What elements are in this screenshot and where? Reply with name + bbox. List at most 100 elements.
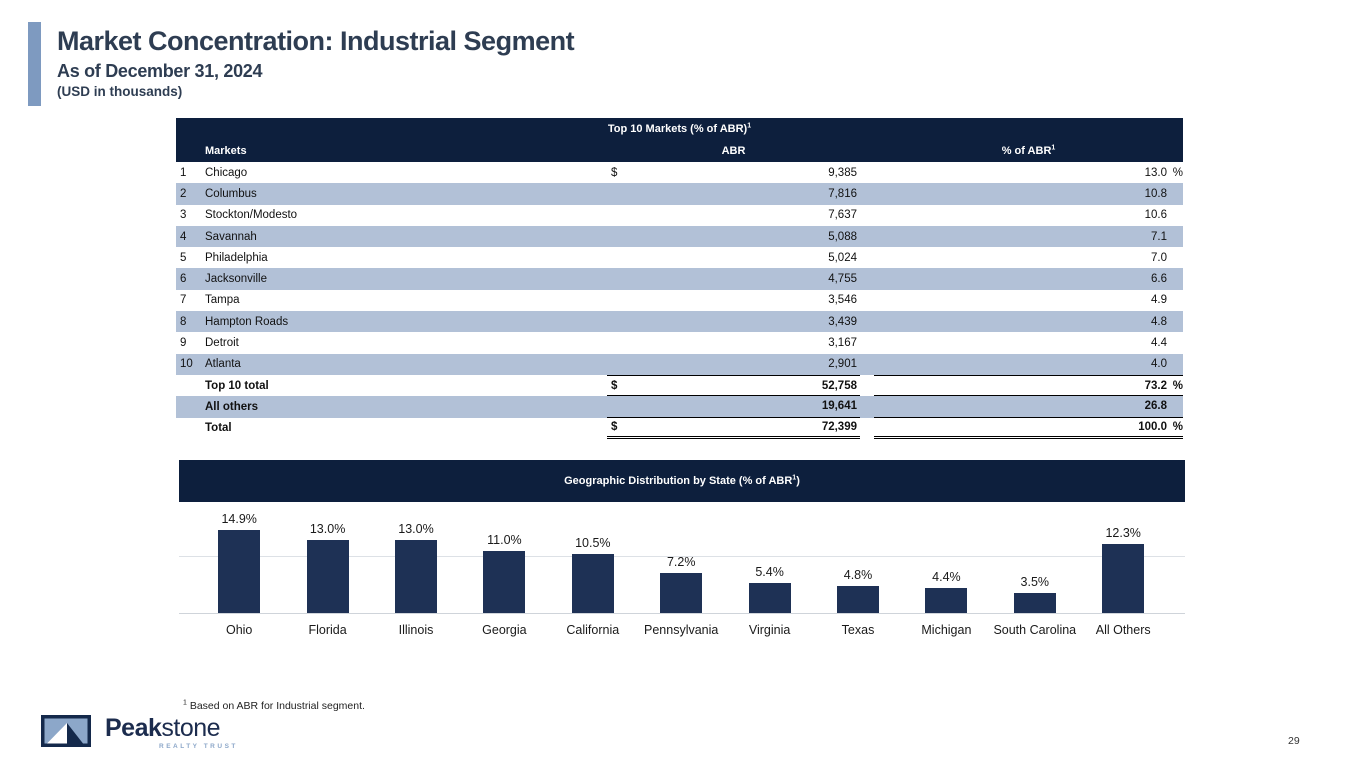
- abr-cell: 3,439: [607, 311, 860, 332]
- abr-cell: 4,755: [607, 268, 860, 289]
- abr-cell: $9,385: [607, 162, 860, 183]
- market-cell: Philadelphia: [205, 251, 268, 264]
- abr-cell: $72,399: [607, 418, 860, 439]
- table-row: 9 Detroit 3,167 4.4: [176, 332, 1183, 353]
- chart-category-axis: Ohio Florida Illinois Georgia California Penn…: [179, 614, 1185, 658]
- bar: [395, 540, 437, 613]
- footnote-superscript: 1: [183, 699, 187, 707]
- rank-cell: [176, 418, 205, 439]
- bar-value-label: 5.4%: [755, 564, 784, 579]
- pct-value: 7.0: [1151, 251, 1167, 264]
- pct-value: 100.0: [1138, 420, 1167, 433]
- pct-cell: 10.6: [874, 205, 1183, 226]
- bar: [483, 551, 526, 613]
- market-cell: Savannah: [205, 230, 257, 243]
- abr-value: 7,816: [828, 187, 857, 200]
- market-cell: Top 10 total: [205, 379, 269, 392]
- market-cell: Total: [205, 422, 232, 435]
- bar: [837, 586, 879, 613]
- pct-cell: 4.0: [874, 354, 1183, 375]
- abr-value: 5,088: [828, 230, 857, 243]
- pct-cell: 73.2%: [874, 374, 1183, 397]
- bar: [218, 529, 261, 613]
- bar-category-label: Ohio: [225, 623, 253, 637]
- column-gap: [860, 268, 874, 289]
- pct-value: 6.6: [1151, 273, 1167, 286]
- bar-category-label: South Carolina: [993, 623, 1077, 637]
- column-gap: [860, 311, 874, 332]
- abr-cell: 5,088: [607, 226, 860, 247]
- bar: [748, 582, 791, 613]
- rank-cell: 9: [180, 337, 187, 350]
- pct-suffix: %: [1172, 379, 1183, 392]
- bar: [571, 554, 614, 613]
- bar-value-label: 14.9%: [221, 511, 257, 526]
- pct-abr-column-header: % of ABR1: [1001, 144, 1056, 157]
- markets-column-header: Markets: [205, 145, 247, 157]
- table-title-superscript: 1: [747, 122, 752, 130]
- column-gap: [860, 226, 874, 247]
- pct-cell: 100.0%: [874, 418, 1183, 439]
- table-row: 7 Tampa 3,546 4.9: [176, 290, 1183, 311]
- rank-cell: 3: [180, 209, 187, 222]
- bar-category-label: Pennsylvania: [644, 623, 719, 637]
- market-table-body: 1 Chicago $9,385 13.0% 2 Columbus 7,816 10.8 3 St…: [176, 162, 1183, 439]
- column-gap: [860, 162, 874, 183]
- bar-value-label: 11.0%: [487, 533, 522, 548]
- chart-title: Geographic Distribution by State (% of A…: [179, 460, 1185, 502]
- dollar-sign: $: [611, 166, 618, 179]
- bar-value-label: 4.4%: [932, 570, 961, 585]
- table-row: 2 Columbus 7,816 10.8: [176, 183, 1183, 205]
- bar-category-label: Michigan: [921, 623, 972, 637]
- column-gap: [860, 332, 874, 353]
- abr-value: 52,758: [821, 379, 857, 392]
- abr-value: 5,024: [828, 251, 857, 264]
- market-cell: Chicago: [205, 166, 248, 179]
- peakstone-logo: Peakstone REALTY TRUST: [41, 714, 238, 750]
- column-gap: [860, 247, 874, 268]
- abr-value: 3,439: [828, 315, 857, 328]
- table-row: 1 Chicago $9,385 13.0%: [176, 162, 1183, 183]
- bar-category-label: Texas: [841, 623, 875, 637]
- brand-light: stone: [161, 714, 221, 742]
- bar-category-label: Virginia: [748, 623, 791, 637]
- dollar-sign: $: [611, 379, 618, 392]
- abr-cell: 19,641: [607, 396, 860, 418]
- pct-value: 26.8: [1144, 400, 1167, 413]
- column-gap: [860, 375, 874, 396]
- market-cell: Hampton Roads: [205, 315, 289, 328]
- footnote-text: Based on ABR for Industrial segment.: [189, 700, 365, 712]
- bar-value-label: 12.3%: [1105, 526, 1141, 541]
- pct-cell: 4.9: [874, 290, 1183, 311]
- rank-cell: 4: [180, 230, 187, 243]
- pct-suffix: %: [1172, 166, 1183, 179]
- bar: [660, 572, 703, 613]
- pct-cell: 4.8: [874, 311, 1183, 332]
- pct-value: 73.2: [1144, 379, 1167, 392]
- abr-value: 2,901: [828, 358, 857, 371]
- abr-value: 3,546: [828, 294, 857, 307]
- rank-cell: [176, 396, 205, 417]
- column-gap: [860, 183, 874, 204]
- bar-value-label: 3.5%: [1020, 575, 1050, 590]
- pct-cell: 26.8: [874, 396, 1183, 418]
- table-column-headers: Markets ABR % of ABR1: [176, 140, 1183, 162]
- page-number: 29: [1288, 735, 1300, 747]
- market-cell: All others: [205, 400, 259, 413]
- pct-cell: 7.1: [874, 226, 1183, 247]
- abr-cell: 3,546: [607, 290, 860, 311]
- column-gap: [860, 290, 874, 311]
- abr-value: 9,385: [828, 166, 857, 179]
- bar: [925, 588, 968, 613]
- market-cell: Columbus: [205, 187, 257, 200]
- market-cell: Detroit: [205, 337, 239, 350]
- rank-cell: 2: [180, 187, 187, 200]
- title-accent-bar: [28, 22, 41, 106]
- bar: [306, 540, 349, 613]
- pct-value: 13.0: [1144, 166, 1167, 179]
- dollar-sign: $: [611, 420, 618, 433]
- pct-value: 10.8: [1144, 187, 1167, 200]
- rank-cell: 7: [180, 294, 187, 307]
- peakstone-logo-icon: [41, 715, 91, 747]
- bar-category-label: All Others: [1095, 623, 1151, 637]
